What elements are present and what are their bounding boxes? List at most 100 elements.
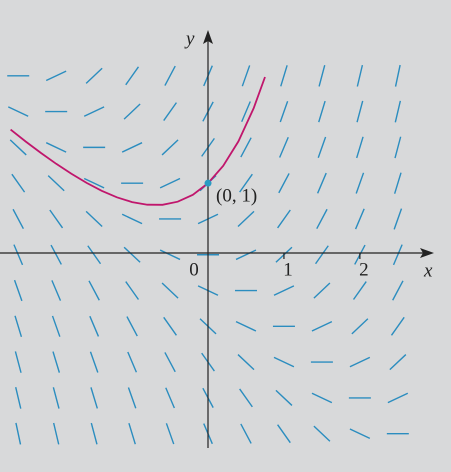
slope-segment <box>354 208 365 230</box>
slope-segment <box>52 387 60 409</box>
x-axis-label: x <box>423 260 433 281</box>
slope-segment <box>313 282 331 299</box>
slope-segment <box>316 208 328 230</box>
slope-segment <box>277 424 291 444</box>
slope-segment <box>277 209 291 229</box>
slope-segment <box>14 351 22 373</box>
slope-segment <box>163 316 177 336</box>
slope-segment <box>275 389 293 406</box>
slope-segment <box>280 65 288 87</box>
slope-segment <box>356 100 364 123</box>
slope-segment <box>314 245 329 265</box>
slope-segment <box>351 318 369 335</box>
slope-segment <box>311 392 333 404</box>
slope-segment <box>273 285 295 296</box>
slope-segment <box>279 100 289 123</box>
slope-segment <box>89 351 99 373</box>
slope-segment <box>7 106 29 117</box>
slope-segment <box>279 136 289 158</box>
y-arrow <box>203 30 213 44</box>
slope-segment <box>394 100 402 123</box>
slope-segment <box>161 282 179 299</box>
slope-segment <box>125 66 140 86</box>
slope-segment <box>90 422 98 445</box>
slope-segment <box>278 173 290 194</box>
slope-segment <box>9 139 27 156</box>
slope-segment <box>394 64 401 87</box>
slope-segment <box>51 280 62 301</box>
y-axis-label: y <box>184 28 195 49</box>
slope-segment <box>85 210 103 228</box>
slope-segment <box>88 280 100 301</box>
slope-segment <box>83 177 105 189</box>
slope-segment <box>240 137 252 158</box>
slope-segment <box>123 103 141 120</box>
slope-segment <box>393 172 402 194</box>
slope-segment <box>240 423 252 444</box>
solution-curve <box>10 76 266 206</box>
slope-segment <box>126 316 138 337</box>
slope-segment <box>165 387 176 409</box>
slope-segment <box>387 392 409 404</box>
slope-segment <box>87 245 102 265</box>
slope-segment <box>235 249 257 261</box>
slope-segment <box>241 65 251 87</box>
slope-segment <box>390 316 405 336</box>
slope-segment <box>317 136 327 158</box>
slope-segment <box>121 213 143 225</box>
slope-segment <box>13 244 24 266</box>
slope-segment <box>15 422 22 445</box>
slope-segment <box>125 281 140 300</box>
slope-segment <box>89 315 100 337</box>
slope-segment <box>356 136 364 159</box>
slope-segment <box>273 356 295 368</box>
x-tick-label: 2 <box>359 259 369 280</box>
slope-segment <box>127 351 138 373</box>
slope-segment <box>159 177 181 189</box>
slope-segment <box>121 142 143 153</box>
point-label: (0, 1) <box>216 186 257 207</box>
slope-segment <box>389 354 407 371</box>
slope-segment <box>349 428 371 440</box>
slope-segment <box>50 244 62 265</box>
slope-segment <box>14 315 23 338</box>
slope-segment <box>123 246 141 263</box>
slope-segment <box>11 173 26 193</box>
slope-segment <box>237 210 255 228</box>
slope-segment <box>90 387 99 409</box>
slope-segment <box>311 320 333 332</box>
slope-segment <box>51 315 61 337</box>
x-tick-label: 0 <box>189 259 199 280</box>
slope-segment <box>355 172 365 194</box>
slope-segment <box>45 142 67 153</box>
point <box>204 179 212 187</box>
slope-segment <box>161 139 179 156</box>
slope-segment <box>15 387 22 409</box>
slope-segment <box>235 320 257 332</box>
slope-segment <box>165 423 175 445</box>
slope-segment <box>313 425 331 442</box>
slope-segment <box>241 101 251 122</box>
slope-segment <box>52 351 61 373</box>
slope-segment <box>83 106 105 117</box>
slope-segment <box>13 279 23 302</box>
slope-segment <box>349 356 371 368</box>
slope-segment <box>52 422 60 445</box>
slope-segment <box>12 208 24 230</box>
slope-segment <box>49 209 64 229</box>
slope-segment <box>159 249 181 261</box>
slope-segment <box>239 173 253 193</box>
slope-segment <box>318 100 326 123</box>
slope-segment <box>47 175 65 192</box>
slope-segment <box>163 102 177 121</box>
slope-segment <box>352 281 367 300</box>
slope-segment <box>237 354 255 371</box>
slope-segment <box>392 244 403 266</box>
slope-segment <box>239 388 253 408</box>
x-arrow <box>420 248 434 258</box>
slope-segment <box>164 65 176 86</box>
axes: x y <box>0 28 434 448</box>
slope-segment <box>356 64 364 87</box>
